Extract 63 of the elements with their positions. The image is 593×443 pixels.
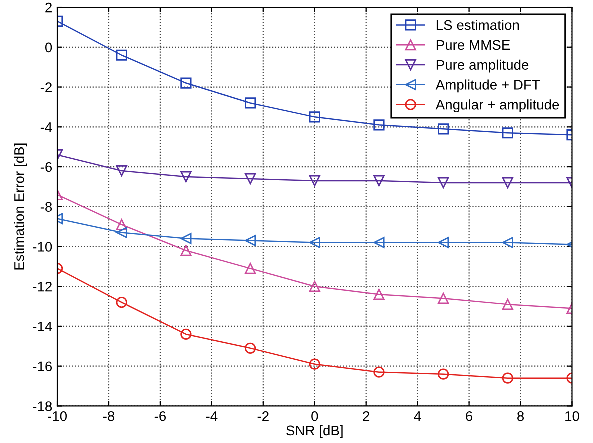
- x-axis-title: SNR [dB]: [286, 425, 343, 438]
- legend-label: LS estimation: [436, 20, 520, 30]
- y-tick-label: -18: [33, 402, 52, 412]
- point: [309, 358, 320, 370]
- point: [309, 112, 320, 123]
- point: [116, 227, 128, 238]
- x-tick-label: 8: [518, 411, 524, 422]
- point: [116, 165, 128, 177]
- y-tick-label: -10: [33, 242, 52, 252]
- point: [116, 219, 128, 230]
- y-tick-label: -12: [33, 282, 52, 292]
- point: [374, 289, 385, 300]
- point: [116, 297, 128, 308]
- x-tick-label: -2: [258, 411, 269, 422]
- x-tick-label: -4: [206, 412, 218, 422]
- x-tick-label: 6: [466, 411, 473, 422]
- point: [374, 366, 385, 378]
- legend-label: Pure MMSE: [436, 40, 510, 50]
- point: [244, 342, 256, 354]
- point: [374, 120, 385, 131]
- legend-label: Pure amplitude: [436, 60, 529, 73]
- point: [180, 233, 192, 244]
- y-tick-label: -14: [33, 322, 52, 332]
- point: [180, 328, 192, 340]
- point: [309, 237, 320, 248]
- y-tick-label: -16: [33, 362, 52, 372]
- point: [244, 173, 256, 185]
- y-tick-label: -2: [40, 82, 52, 92]
- point: [374, 175, 385, 187]
- point: [180, 245, 192, 256]
- y-tick-label: -6: [40, 162, 52, 172]
- x-tick-label: -8: [103, 411, 115, 422]
- point: [180, 171, 192, 183]
- point: [244, 98, 256, 109]
- point: [438, 177, 450, 189]
- y-tick-label: 0: [45, 42, 52, 53]
- point: [502, 128, 514, 139]
- y-tick-label: -4: [40, 122, 52, 132]
- point: [438, 368, 450, 380]
- point: [502, 372, 514, 384]
- point: [309, 175, 320, 187]
- x-tick-label: 10: [566, 411, 580, 422]
- point: [309, 281, 320, 292]
- y-tick-label: -8: [40, 202, 52, 212]
- point: [502, 299, 514, 310]
- point: [502, 177, 514, 189]
- point: [244, 263, 256, 274]
- point: [438, 124, 450, 135]
- x-tick-label: 2: [363, 411, 370, 422]
- point: [502, 237, 514, 248]
- x-tick-label: -6: [154, 411, 166, 422]
- point: [438, 293, 450, 304]
- x-tick-label: 4: [414, 412, 422, 422]
- y-axis-title: Estimation Error [dB]: [14, 144, 28, 270]
- point: [438, 237, 450, 248]
- legend-label: Angular + amplitude: [436, 100, 560, 113]
- point: [374, 237, 385, 248]
- point: [116, 50, 128, 61]
- x-tick-label: 0: [312, 411, 318, 422]
- y-tick-label: 2: [46, 2, 52, 13]
- legend-label: Amplitude + DFT: [436, 80, 540, 93]
- point: [244, 235, 256, 246]
- point: [180, 78, 192, 89]
